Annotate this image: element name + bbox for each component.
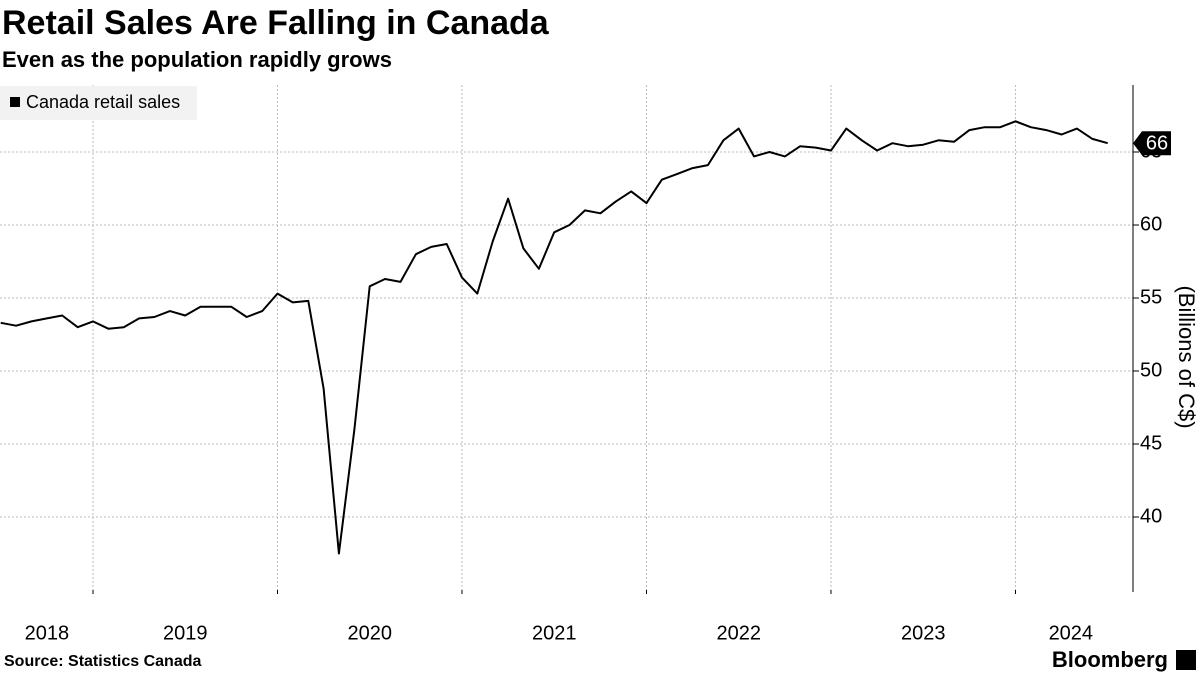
x-tick-label: 2022 [716, 622, 761, 644]
legend-box [0, 86, 197, 120]
legend-label: Canada retail sales [26, 92, 180, 112]
line-series [0, 120, 1108, 555]
y-tick-label: 60 [1140, 213, 1162, 235]
chart-title: Retail Sales Are Falling in Canada [2, 4, 550, 42]
last-value-flag [1133, 131, 1171, 156]
x-tick-label: 2021 [532, 622, 577, 644]
y-tick-label: 40 [1140, 505, 1162, 527]
y-tick-label: 45 [1140, 432, 1162, 454]
brand-icon [1176, 650, 1196, 670]
y-tick-label: 50 [1140, 359, 1162, 381]
y-axis-label: (Billions of C$) [1174, 285, 1199, 428]
last-value-label: 66 [1146, 133, 1168, 155]
x-tick-label: 2023 [901, 622, 946, 644]
x-tick-label: 2024 [1049, 622, 1094, 644]
brand: Bloomberg [1052, 647, 1168, 672]
x-tick-label: 2019 [163, 622, 208, 644]
legend-swatch [10, 97, 20, 107]
chart-subtitle: Even as the population rapidly grows [2, 47, 392, 72]
x-tick-label: 2020 [347, 622, 392, 644]
source: Source: Statistics Canada [4, 653, 202, 670]
x-tick-label: 2018 [25, 622, 70, 644]
y-tick-label: 55 [1140, 286, 1162, 308]
